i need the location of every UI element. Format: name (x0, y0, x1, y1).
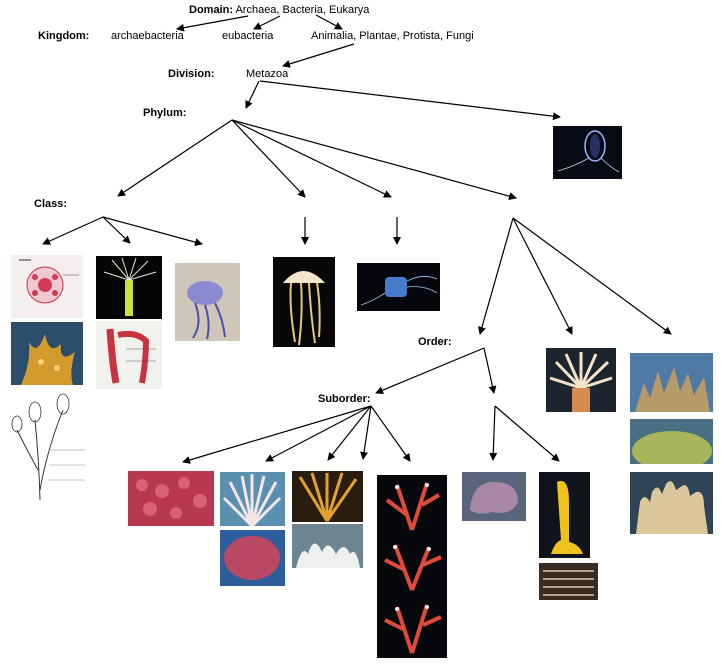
arrow-suborder-7 (494, 405, 560, 462)
arrow-phylum-anthozoa (231, 119, 517, 201)
hydroid-anatomy-diagram (96, 321, 162, 389)
stony-coral-photo-3 (630, 472, 713, 534)
sea-anemone-photo (546, 348, 616, 412)
arrow-suborder-5 (370, 405, 411, 462)
arrow-anthozoa-stony (512, 217, 672, 335)
arrow-anthozoa-anemone (512, 217, 573, 335)
arrow-metazoa-ctenophora (259, 80, 561, 121)
hydra-photo (96, 256, 162, 319)
arrow-eukarya-metazoa (282, 43, 355, 68)
domain-label: Domain: (189, 4, 233, 16)
phylum-label: Phylum: (143, 107, 187, 119)
hydroid-line-drawing (5, 390, 98, 500)
arrow-suborder-2 (265, 405, 372, 462)
order-label: Order: (418, 336, 452, 348)
precious-coral-tall-photo (377, 475, 447, 658)
division-value: Metazoa (246, 68, 289, 80)
arrow-suborder-6 (489, 405, 498, 461)
soft-coral-white-photo (292, 524, 363, 568)
arrow-domain-eubacteria (253, 15, 281, 30)
arrow-metazoa-phylum (245, 80, 260, 109)
kingdom-eukarya: Animalia, Plantae, Protista, Fungi (311, 30, 474, 42)
arrow-class-3 (102, 216, 203, 247)
yellow-sea-pen-photo (539, 472, 590, 558)
sea-pen-orange-photo (292, 471, 363, 522)
arrow-order-octocorallia (375, 347, 485, 394)
domain-value: Archaea, Bacteria, Eukarya (235, 4, 370, 16)
box-jellyfish-photo (357, 263, 440, 311)
arrow-domain-eukarya (315, 14, 343, 30)
man-o-war-photo (175, 263, 240, 341)
arrow-class-1 (42, 216, 104, 245)
domain-row: Domain: Archaea, Bacteria, Eukarya (189, 4, 369, 17)
red-coral-photo (128, 471, 214, 526)
arrow-suborder-1 (182, 405, 372, 464)
kingdom-archaebacteria: archaebacteria (111, 30, 184, 42)
arrow-phylum-hydrozoa (117, 119, 233, 197)
kingdom-label: Kingdom: (38, 30, 90, 42)
arrow-suborder-3 (327, 405, 372, 461)
scyphozoa-jellyfish-photo (273, 257, 335, 347)
hydroid-colony-photo (11, 322, 83, 385)
class-label: Class: (34, 198, 68, 210)
kingdom-eubacteria: eubacteria (222, 30, 274, 42)
suborder-label: Suborder: (318, 393, 371, 405)
arrow-phylum-scyphozoa (231, 119, 306, 198)
arrow-order-other (483, 347, 497, 394)
ctenophore-photo (553, 126, 622, 179)
stony-coral-photo-2 (630, 419, 713, 464)
stony-coral-photo-1 (630, 353, 713, 412)
sea-fan-red-photo (220, 530, 285, 586)
sea-whip-photo (539, 563, 598, 600)
arrow-phylum-cubozoa (231, 119, 392, 198)
hydromedusa-diagram (11, 255, 83, 318)
sea-fan-white-photo (220, 472, 285, 526)
division-label: Division: (168, 68, 215, 80)
arrow-anthozoa-order (478, 217, 514, 335)
brain-like-coral-photo (462, 472, 526, 521)
arrow-domain-archaebacteria (176, 15, 249, 32)
arrow-class-2 (102, 216, 131, 244)
arrow-suborder-4 (360, 405, 372, 460)
